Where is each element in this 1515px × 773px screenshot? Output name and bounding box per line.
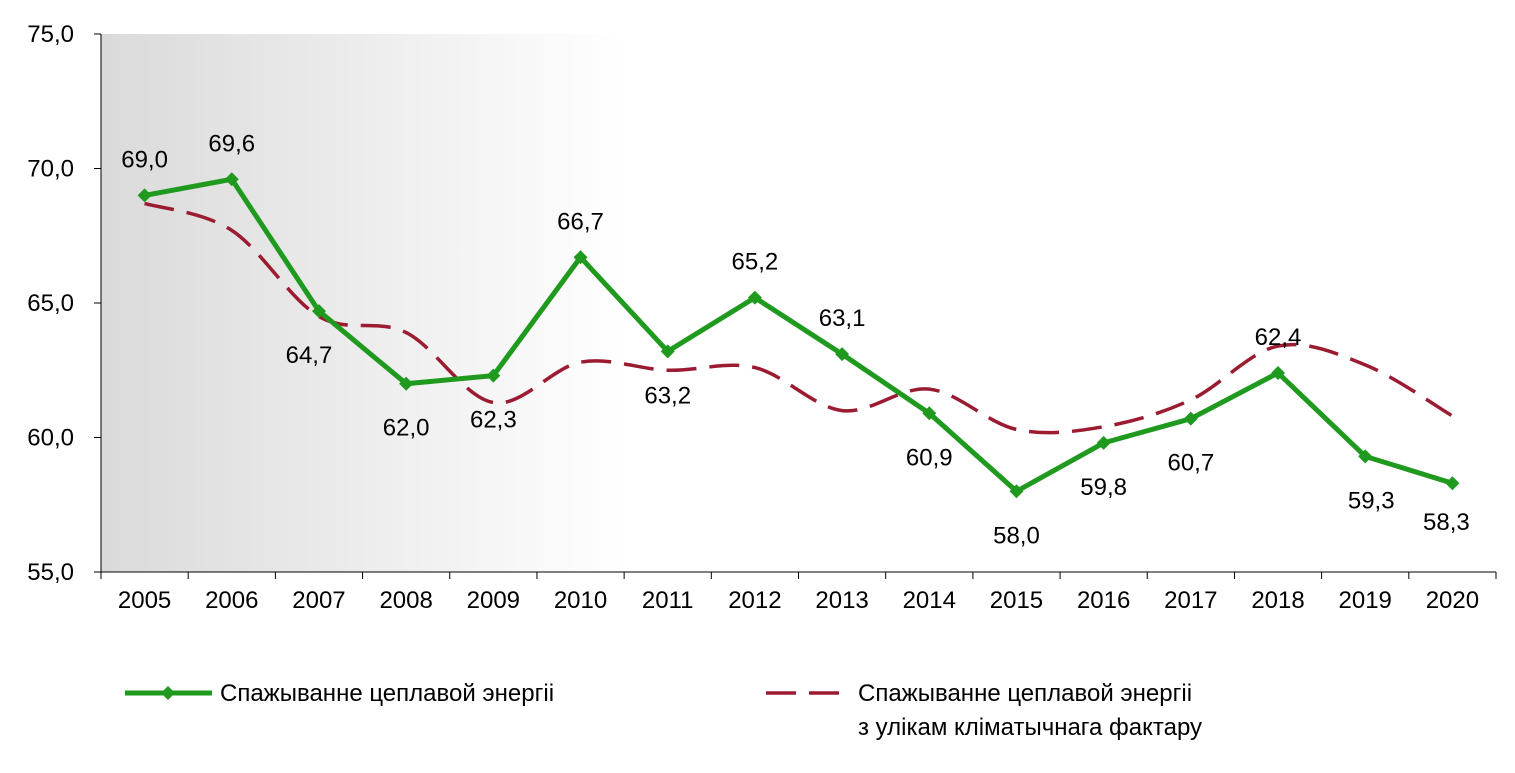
- data-label: 63,1: [819, 305, 866, 332]
- data-point-marker: [573, 250, 588, 265]
- y-tick-label: 70,0: [27, 156, 74, 183]
- data-point-marker: [747, 290, 762, 305]
- legend-label-heat-consumption: Спажыванне цеплавой энергіі: [220, 680, 554, 707]
- x-tick-label: 2017: [1164, 587, 1217, 614]
- legend: Спажыванне цеплавой энергіі Спажыванне це…: [125, 680, 1202, 741]
- x-tick-label: 2020: [1426, 587, 1479, 614]
- x-tick-label: 2005: [118, 587, 171, 614]
- x-tick-label: 2019: [1339, 587, 1392, 614]
- data-label: 60,9: [906, 444, 953, 471]
- data-point-marker: [660, 344, 675, 359]
- data-label: 62,0: [383, 415, 430, 442]
- data-label: 64,7: [286, 342, 333, 369]
- data-label: 69,6: [208, 130, 255, 157]
- data-point-marker: [1445, 476, 1460, 491]
- y-tick-label: 55,0: [27, 559, 74, 586]
- x-tick-label: 2009: [467, 587, 520, 614]
- data-point-marker: [486, 368, 501, 383]
- x-tick-label: 2018: [1251, 587, 1304, 614]
- series-layer: [137, 172, 1460, 499]
- data-point-marker: [311, 304, 326, 319]
- y-tick-label: 75,0: [27, 21, 74, 48]
- data-label: 65,2: [732, 249, 779, 276]
- data-labels: 69,0 69,6 64,7 62,0 62,3 66,7 63,2 65,2 63,1 60,9…: [121, 130, 1470, 549]
- legend-label-climate-adjusted-line2: з улікам кліматычнага фактару: [858, 714, 1202, 741]
- x-tick-label: 2008: [379, 587, 432, 614]
- data-point-marker: [137, 188, 152, 203]
- x-tick-label: 2016: [1077, 587, 1130, 614]
- y-axis-ticks: 55,0 60,0 65,0 70,0 75,0: [27, 21, 101, 586]
- data-point-marker: [1358, 449, 1373, 464]
- data-point-marker: [922, 406, 937, 421]
- data-point-marker: [835, 347, 850, 362]
- y-tick-label: 60,0: [27, 425, 74, 452]
- shaded-period-background: [101, 34, 625, 572]
- data-label: 63,2: [644, 382, 691, 409]
- data-label: 59,3: [1348, 487, 1395, 514]
- data-label: 58,3: [1423, 509, 1470, 536]
- data-label: 66,7: [557, 208, 604, 235]
- data-label: 62,3: [470, 407, 517, 434]
- x-tick-label: 2015: [990, 587, 1043, 614]
- data-point-marker: [1009, 484, 1024, 499]
- x-tick-label: 2014: [903, 587, 956, 614]
- x-tick-label: 2010: [554, 587, 607, 614]
- y-tick-label: 65,0: [27, 290, 74, 317]
- data-point-marker: [1183, 411, 1198, 426]
- data-point-marker: [224, 172, 239, 187]
- data-label: 58,0: [993, 522, 1040, 549]
- x-tick-label: 2012: [728, 587, 781, 614]
- x-axis-ticks: 2005 2006 2007 2008 2009 2010 2011 2012 2013 2014…: [100, 572, 1497, 614]
- x-tick-label: 2006: [205, 587, 258, 614]
- legend-label-climate-adjusted: Спажыванне цеплавой энергіі: [858, 680, 1192, 707]
- data-label: 60,7: [1167, 450, 1214, 477]
- data-label: 62,4: [1255, 324, 1302, 351]
- x-tick-label: 2013: [815, 587, 868, 614]
- data-point-marker: [1096, 435, 1111, 450]
- x-tick-label: 2007: [292, 587, 345, 614]
- data-label: 59,8: [1080, 474, 1127, 501]
- data-label: 69,0: [121, 146, 168, 173]
- heat-consumption-series-line: [144, 176, 1454, 494]
- data-point-marker: [1271, 365, 1286, 380]
- data-point-marker: [399, 376, 414, 391]
- climate-adjusted-series-line: [144, 201, 1454, 435]
- x-tick-label: 2011: [642, 587, 694, 614]
- legend-diamond-marker: [161, 686, 175, 700]
